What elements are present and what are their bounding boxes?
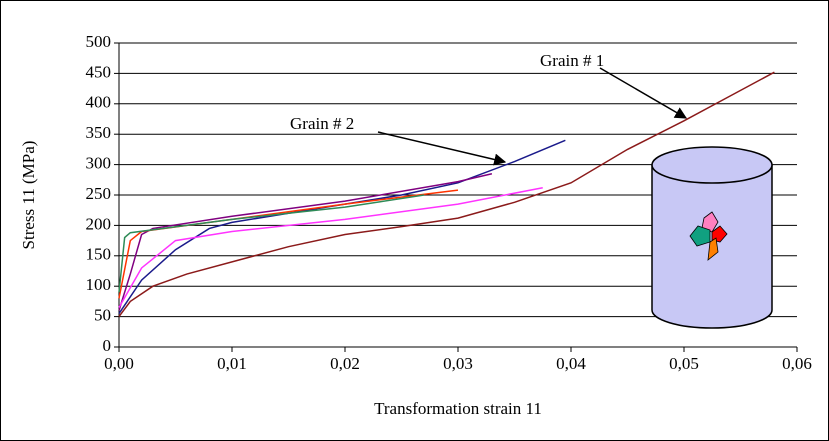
annotation: Grain # 2 [290,114,354,133]
arrow [599,67,688,119]
x-tick-label: 0,05 [669,354,699,373]
y-tick-label: 400 [86,93,112,112]
series-line [118,172,493,311]
x-axis-label: Transformation strain 11 [374,399,542,418]
cylinder [651,146,773,329]
x-tick-label: 0,00 [104,354,134,373]
x-tick-label: 0,03 [443,354,473,373]
y-axis-label: Stress 11 (MPa) [19,141,38,250]
arrow [377,131,507,166]
series-line [118,71,775,318]
y-tick-label: 500 [86,32,112,51]
y-tick-label: 150 [86,245,112,264]
y-tick-label: 450 [86,62,112,81]
series-line [118,186,543,308]
plot-area: 0 50 100 150 200 250 300 350 400 450 500 0,00 0,01 0,… [86,32,812,373]
y-tick-label: 300 [86,154,112,173]
y-tick-label: 200 [86,214,112,233]
y-tick-label: 0 [103,336,112,355]
series-line [118,194,425,293]
x-tick-label: 0,01 [217,354,247,373]
y-tick-label: 350 [86,123,112,142]
y-tick-label: 250 [86,184,112,203]
x-tick-label: 0,04 [556,354,586,373]
y-tick-label: 50 [94,306,111,325]
y-tick-label: 100 [86,275,112,294]
annotation: Grain # 1 [540,51,604,70]
x-tick-label: 0,02 [330,354,360,373]
x-tick-label: 0,06 [782,354,812,373]
